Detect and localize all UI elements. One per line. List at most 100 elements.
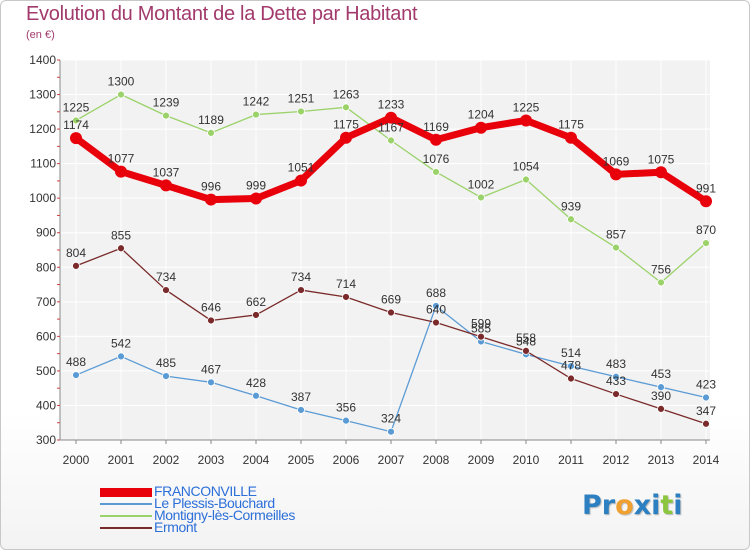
x-tick-label: 2006 (333, 453, 360, 467)
y-tick-label: 1400 (29, 53, 56, 67)
data-point (250, 192, 262, 205)
data-point (207, 378, 215, 387)
data-label: 1242 (243, 95, 270, 109)
data-point (297, 406, 305, 414)
legend-label: FRANCONVILLE (154, 483, 257, 499)
y-tick-label: 1000 (29, 191, 56, 205)
x-tick-label: 2009 (468, 453, 495, 467)
data-label: 688 (426, 286, 446, 300)
x-tick-label: 2011 (558, 453, 584, 467)
data-label: 1037 (153, 165, 180, 179)
data-point (342, 103, 350, 112)
data-point (432, 302, 440, 310)
data-point (72, 261, 80, 270)
data-label: 599 (471, 317, 491, 331)
x-tick-label: 2001 (108, 453, 135, 467)
y-tick-label: 800 (36, 260, 56, 274)
data-point (477, 332, 485, 341)
data-point (252, 391, 260, 400)
data-point (70, 132, 82, 145)
data-point (612, 372, 620, 381)
data-label: 646 (201, 300, 221, 314)
data-point (297, 286, 305, 294)
data-label: 1225 (63, 100, 90, 114)
data-label: 991 (696, 181, 716, 195)
data-label: 548 (516, 334, 536, 348)
data-point (117, 244, 125, 253)
legend-label: Montigny-lès-Cormeilles (154, 507, 295, 523)
proxiti-logo: Proxiti (582, 490, 683, 521)
data-label: 1263 (333, 87, 360, 101)
data-label: 996 (201, 180, 221, 194)
data-point (162, 286, 170, 294)
x-tick-label: 2014 (693, 453, 720, 467)
data-point (72, 116, 80, 125)
data-label: 483 (606, 357, 626, 371)
data-point (657, 405, 665, 413)
data-label: 939 (561, 199, 581, 213)
x-tick-label: 2010 (513, 453, 540, 467)
data-point (432, 318, 440, 327)
x-tick-label: 2012 (603, 453, 630, 467)
data-label: 467 (201, 362, 221, 376)
y-tick-label: 1200 (29, 122, 56, 136)
data-point (387, 308, 395, 317)
legend-swatch (100, 487, 152, 497)
x-tick-label: 2003 (198, 453, 225, 467)
data-point (162, 111, 170, 120)
data-point (657, 383, 665, 392)
data-point (205, 193, 217, 206)
data-label: 1189 (198, 113, 224, 127)
data-label: 514 (561, 346, 581, 360)
x-tick-label: 2005 (288, 453, 315, 467)
data-point (430, 133, 442, 146)
data-point (520, 114, 532, 127)
data-label: 1225 (513, 100, 540, 114)
data-label: 1076 (423, 152, 450, 166)
data-point (252, 110, 260, 119)
y-tick-label: 700 (36, 295, 56, 309)
data-label: 734 (156, 270, 176, 284)
data-point (657, 278, 665, 287)
data-point (522, 346, 530, 355)
data-point (612, 390, 620, 398)
data-label: 488 (66, 355, 86, 369)
data-label: 1169 (423, 120, 449, 134)
y-tick-label: 900 (36, 226, 56, 240)
data-point (565, 131, 577, 144)
data-label: 1167 (378, 120, 404, 134)
data-point (162, 372, 170, 380)
y-tick-label: 500 (36, 364, 56, 378)
data-label: 999 (246, 179, 266, 193)
data-point (297, 107, 305, 116)
data-point (207, 316, 215, 325)
data-label: 1174 (63, 118, 89, 132)
data-label: 423 (696, 378, 716, 392)
data-point (612, 243, 620, 252)
data-label: 870 (696, 223, 716, 237)
data-label: 640 (426, 303, 446, 317)
data-point (387, 136, 395, 145)
data-point (295, 174, 307, 187)
legend-label: Ermont (154, 519, 197, 535)
data-point (567, 362, 575, 370)
data-point (72, 371, 80, 379)
data-label: 478 (561, 359, 581, 373)
data-label: 804 (66, 246, 86, 260)
data-label: 1204 (468, 108, 495, 122)
x-tick-label: 2007 (378, 453, 405, 467)
x-tick-label: 2002 (153, 453, 180, 467)
data-point (655, 166, 667, 179)
data-label: 756 (651, 262, 671, 276)
data-point (567, 374, 575, 383)
data-label: 1051 (288, 161, 315, 175)
data-label: 387 (291, 390, 311, 404)
legend-swatch (100, 527, 152, 529)
data-point (475, 121, 487, 134)
data-point (477, 193, 485, 202)
data-label: 1175 (333, 118, 359, 132)
data-label: 585 (471, 322, 491, 336)
data-label: 855 (111, 228, 131, 242)
data-label: 714 (336, 277, 356, 291)
x-tick-label: 2013 (648, 453, 675, 467)
